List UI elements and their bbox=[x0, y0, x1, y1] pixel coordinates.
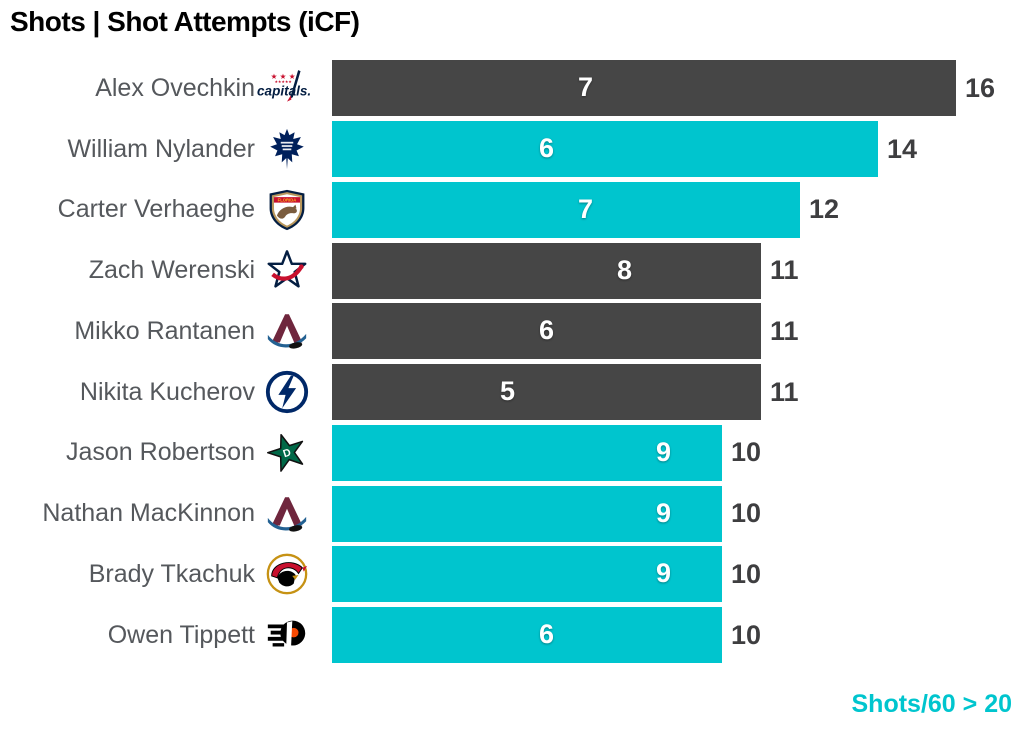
bar-track: 8 11 bbox=[332, 242, 1024, 299]
player-row: Mikko Rantanen 6 11 bbox=[0, 301, 1024, 362]
shots-value-label: 6 bbox=[538, 619, 555, 650]
capitals-logo: ★ ★ ★ ★★★★★ capitals. bbox=[255, 60, 319, 116]
player-row: Owen Tippett 6 10 bbox=[0, 605, 1024, 666]
player-name: Mikko Rantanen bbox=[74, 316, 255, 345]
svg-text:D: D bbox=[282, 446, 293, 460]
shot-attempts-bar: 5 bbox=[332, 364, 761, 421]
bar-track: 9 10 bbox=[332, 424, 1024, 481]
mapleleafs-logo bbox=[255, 121, 319, 177]
attempts-value-label: 10 bbox=[731, 498, 762, 529]
shots-value-label: 9 bbox=[655, 497, 672, 528]
player-name: Nathan MacKinnon bbox=[42, 499, 255, 528]
shots-value-label: 5 bbox=[499, 376, 516, 407]
player-row: Zach Werenski 8 11 bbox=[0, 240, 1024, 301]
avalanche-logo bbox=[255, 486, 319, 542]
player-row: Alex Ovechkin ★ ★ ★ ★★★★★ capitals. 7 16 bbox=[0, 58, 1024, 119]
player-row: Brady Tkachuk 9 10 bbox=[0, 544, 1024, 605]
player-name: Jason Robertson bbox=[65, 438, 255, 467]
svg-text:FLORIDA: FLORIDA bbox=[278, 197, 297, 202]
player-name: Nikita Kucherov bbox=[79, 377, 255, 406]
shots-value-label: 9 bbox=[655, 436, 672, 467]
svg-text:★ ★ ★: ★ ★ ★ bbox=[271, 72, 296, 81]
attempts-value-label: 11 bbox=[770, 376, 799, 407]
lightning-logo bbox=[255, 364, 319, 420]
shots-value-label: 7 bbox=[577, 72, 594, 103]
shot-attempts-bar: 6 bbox=[332, 121, 878, 178]
player-row: Nikita Kucherov 5 11 bbox=[0, 362, 1024, 423]
stars-logo: D bbox=[255, 425, 319, 481]
shot-attempts-bar: 7 bbox=[332, 60, 956, 117]
shot-attempts-bar: 9 bbox=[332, 424, 722, 481]
flyers-logo bbox=[255, 607, 319, 663]
attempts-value-label: 16 bbox=[965, 72, 996, 103]
player-row: Nathan MacKinnon 9 10 bbox=[0, 483, 1024, 544]
attempts-value-label: 10 bbox=[731, 437, 762, 468]
bar-track: 9 10 bbox=[332, 546, 1024, 603]
attempts-value-label: 11 bbox=[770, 255, 799, 286]
bar-track: 7 12 bbox=[332, 181, 1024, 238]
shot-attempts-bar: 6 bbox=[332, 607, 722, 664]
svg-text:capitals.: capitals. bbox=[257, 83, 311, 98]
bar-track: 5 11 bbox=[332, 364, 1024, 421]
attempts-value-label: 12 bbox=[809, 194, 840, 225]
bar-track: 9 10 bbox=[332, 485, 1024, 542]
player-name: Owen Tippett bbox=[107, 620, 255, 649]
player-name: William Nylander bbox=[67, 134, 255, 163]
shots-value-label: 7 bbox=[577, 193, 594, 224]
shots-value-label: 8 bbox=[616, 254, 633, 285]
bar-track: 6 14 bbox=[332, 121, 1024, 178]
player-row: William Nylander 6 14 bbox=[0, 119, 1024, 180]
chart-rows: Alex Ovechkin ★ ★ ★ ★★★★★ capitals. 7 16… bbox=[0, 58, 1024, 666]
bar-track: 6 10 bbox=[332, 607, 1024, 664]
shot-attempts-bar: 7 bbox=[332, 181, 800, 238]
shot-attempts-bar: 6 bbox=[332, 303, 761, 360]
player-name: Carter Verhaeghe bbox=[57, 195, 255, 224]
bar-track: 6 11 bbox=[332, 303, 1024, 360]
player-name: Alex Ovechkin bbox=[95, 73, 255, 102]
shot-attempts-bar: 9 bbox=[332, 546, 722, 603]
shot-attempts-bar: 9 bbox=[332, 485, 722, 542]
attempts-value-label: 10 bbox=[731, 558, 762, 589]
shot-attempts-bar: 8 bbox=[332, 242, 761, 299]
bar-track: 7 16 bbox=[332, 60, 1024, 117]
avalanche-logo bbox=[255, 303, 319, 359]
player-row: Jason Robertson D 9 10 bbox=[0, 423, 1024, 484]
attempts-value-label: 14 bbox=[887, 133, 918, 164]
shots-value-label: 6 bbox=[538, 133, 555, 164]
attempts-value-label: 11 bbox=[770, 315, 799, 346]
player-row: Carter Verhaeghe FLORIDA 7 12 bbox=[0, 180, 1024, 241]
chart-title: Shots | Shot Attempts (iCF) bbox=[10, 6, 360, 37]
shots-value-label: 6 bbox=[538, 315, 555, 346]
player-name: Brady Tkachuk bbox=[88, 559, 255, 588]
attempts-value-label: 10 bbox=[731, 619, 762, 650]
panthers-logo: FLORIDA bbox=[255, 182, 319, 238]
senators-logo bbox=[255, 546, 319, 602]
shots-value-label: 9 bbox=[655, 558, 672, 589]
legend-annotation: Shots/60 > 20 bbox=[851, 690, 1013, 718]
bluejackets-logo bbox=[255, 243, 319, 299]
svg-text:★★★★★: ★★★★★ bbox=[274, 79, 292, 84]
player-name: Zach Werenski bbox=[88, 256, 255, 285]
